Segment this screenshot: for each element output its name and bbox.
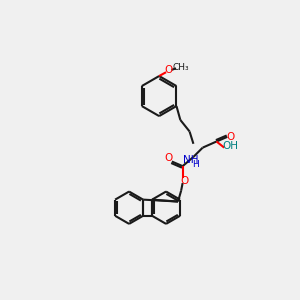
Text: OH: OH [222, 141, 239, 151]
Text: CH₃: CH₃ [172, 63, 189, 72]
Text: O: O [226, 132, 235, 142]
Text: O: O [164, 65, 172, 75]
Text: O: O [164, 153, 172, 164]
Text: O: O [181, 176, 189, 186]
Text: NH: NH [183, 155, 198, 165]
Text: H: H [192, 160, 199, 169]
